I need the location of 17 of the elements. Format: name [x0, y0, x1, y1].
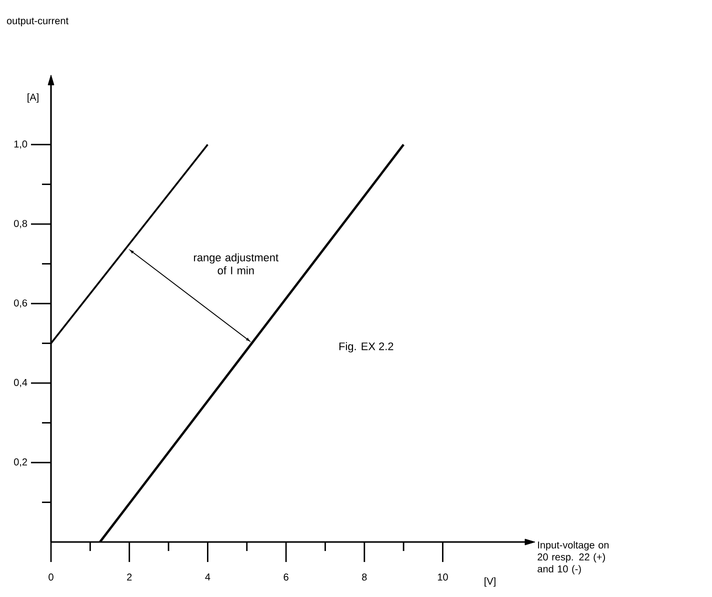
x-tick-label: 0 — [48, 574, 54, 581]
x-tick-label: 4 — [205, 574, 210, 580]
y-tick-label: 1,0 — [14, 140, 28, 149]
x-tick-label: 8 — [362, 574, 367, 581]
y-tick-label: 0,2 — [14, 458, 27, 467]
annotation: range adjustment of I min — [194, 253, 278, 274]
x-tick-label: 6 — [284, 574, 288, 581]
text: [V] — [484, 577, 496, 587]
y-tick-label: 0,8 — [14, 220, 28, 228]
x-tick-label: 10 — [438, 574, 448, 581]
x-tick-label: 2 — [127, 574, 132, 580]
y-tick-label: 0,4 — [14, 378, 28, 388]
x-axis-title: Input-voltage on 20 resp. 22 (+) and 10 (-) — [538, 541, 609, 574]
text: [A] — [28, 93, 38, 103]
annotation: Fig. EX 2.2 — [339, 342, 394, 352]
y-tick-label: 0,6 — [14, 299, 28, 308]
text: output-current — [6, 18, 68, 26]
